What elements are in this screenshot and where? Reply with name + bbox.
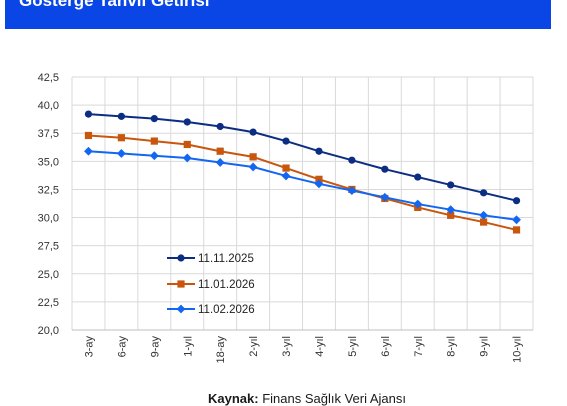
y-tick-label: 40,0 — [38, 100, 59, 112]
source-text: Finans Sağlık Veri Ajansı — [262, 391, 407, 406]
data-point — [447, 211, 455, 219]
y-tick-label: 37,5 — [38, 128, 59, 140]
data-point — [84, 131, 93, 140]
legend-label: 11.11.2025 — [198, 253, 254, 265]
header-bar: Gösterge Tahvil Getirisi — [5, 0, 551, 29]
chart-legend: 11.11.2025 11.01.2026 11.02.2026 — [167, 253, 255, 316]
data-point — [414, 173, 422, 181]
x-tick-label: 2-yıl — [248, 336, 260, 357]
series-1 — [84, 110, 521, 205]
data-point — [447, 181, 455, 189]
x-tick-label: 3-yıl — [281, 336, 293, 357]
x-tick-label: 1-yıl — [182, 336, 194, 357]
data-point — [249, 128, 257, 136]
y-tick-label: 35,0 — [38, 156, 59, 168]
data-point — [446, 205, 456, 215]
x-tick-label: 18-ay — [215, 336, 227, 364]
series-3 — [84, 146, 521, 225]
x-tick-label: 3-ay — [83, 336, 95, 358]
data-point — [116, 149, 126, 158]
data-point — [480, 218, 488, 226]
legend-item: 11.01.2026 — [167, 279, 255, 291]
legend-label: 11.02.2026 — [198, 304, 255, 316]
source-label: Kaynak: — [208, 391, 259, 406]
data-point — [117, 134, 125, 142]
x-tick-label: 10-yıl — [512, 336, 524, 363]
series-line — [88, 150, 517, 221]
data-point — [282, 137, 290, 145]
y-tick-label: 22,5 — [38, 297, 59, 309]
data-point — [84, 146, 93, 156]
data-point — [150, 137, 158, 145]
data-point — [215, 158, 225, 167]
x-axis: 3-ay 6-ay 9-ay 1-yıl 18-ay 2-yıl 3-yıl 4-yıl 5-y… — [83, 336, 523, 364]
data-point — [380, 192, 390, 202]
data-point — [183, 140, 191, 149]
legend-item: 11.11.2025 — [167, 253, 254, 265]
legend-label: 11.01.2026 — [198, 279, 255, 291]
data-point — [216, 122, 224, 131]
data-point — [315, 175, 323, 183]
y-tick-label: 25,0 — [38, 269, 59, 281]
data-point — [512, 226, 521, 234]
series-line — [88, 134, 517, 231]
data-point — [381, 165, 389, 173]
data-point — [149, 151, 159, 161]
data-point — [249, 153, 257, 161]
y-tick-label: 42,5 — [38, 72, 59, 84]
y-axis: 20,0 22,5 25,0 27,5 30,0 32,5 35,0 37,5 40,0 42,5 — [38, 72, 59, 337]
chart-series — [84, 110, 521, 234]
data-point — [315, 147, 323, 155]
data-point — [183, 118, 191, 126]
data-point — [176, 304, 186, 314]
x-tick-label: 8-yıl — [446, 336, 458, 357]
data-point — [314, 179, 324, 189]
data-point — [512, 215, 521, 225]
data-point — [117, 112, 125, 120]
y-tick-label: 30,0 — [38, 213, 59, 225]
data-point — [480, 189, 488, 197]
data-point — [177, 254, 185, 262]
y-tick-label: 32,5 — [38, 184, 59, 196]
source-note: Kaynak: Finans Sağlık Veri Ajansı — [208, 391, 406, 406]
x-tick-label: 4-yıl — [314, 336, 326, 357]
x-tick-label: 6-ay — [116, 336, 128, 358]
data-point — [512, 197, 521, 205]
x-tick-label: 6-yıl — [380, 336, 392, 357]
data-point — [248, 162, 258, 172]
data-point — [182, 153, 192, 163]
y-tick-label: 27,5 — [38, 241, 59, 253]
data-point — [216, 147, 224, 155]
data-point — [281, 171, 291, 181]
chart-grid — [71, 76, 534, 331]
data-point — [348, 156, 356, 164]
data-point — [479, 210, 489, 220]
x-tick-label: 9-ay — [149, 336, 161, 358]
data-point — [150, 115, 158, 123]
data-point — [84, 110, 93, 118]
data-point — [347, 186, 357, 195]
series-line — [88, 113, 517, 202]
y-tick-label: 20,0 — [38, 325, 59, 337]
legend-item: 11.02.2026 — [167, 304, 255, 316]
x-tick-label: 5-yıl — [347, 336, 359, 357]
header-title: Gösterge Tahvil Getirisi — [19, 0, 210, 10]
x-tick-label: 9-yıl — [479, 336, 491, 357]
data-point — [413, 199, 423, 209]
data-point — [282, 164, 290, 172]
x-tick-label: 7-yıl — [413, 336, 425, 357]
data-point — [177, 280, 185, 288]
